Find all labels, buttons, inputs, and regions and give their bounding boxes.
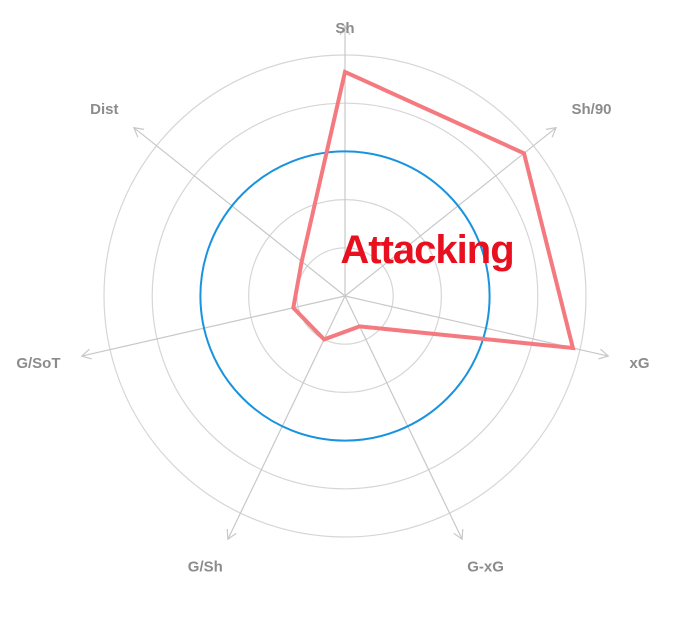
- axis-dist: [132, 126, 346, 297]
- chart-title: Attacking: [340, 228, 513, 272]
- axis-g-sot: [80, 295, 346, 360]
- axis-label-g-sh: G/Sh: [188, 558, 223, 575]
- series-polygon: [291, 69, 576, 351]
- axis-g-xg: [344, 295, 464, 541]
- axis-labels: Sh Sh/90 xG G-xG G/Sh G/SoT Dist: [16, 20, 649, 575]
- axis-label-g-xg: G-xG: [467, 558, 504, 575]
- reference-circle: [199, 150, 491, 442]
- axis-g-sh: [226, 295, 346, 541]
- axis-sh-90: [344, 126, 558, 297]
- axis-label-sh-90: Sh/90: [572, 101, 612, 118]
- radar-axes: [80, 24, 610, 541]
- axis-label-sh: Sh: [335, 20, 354, 37]
- axis-label-g-sot: G/SoT: [16, 355, 60, 372]
- axis-label-xg: xG: [630, 355, 650, 372]
- axis-label-dist: Dist: [90, 101, 118, 118]
